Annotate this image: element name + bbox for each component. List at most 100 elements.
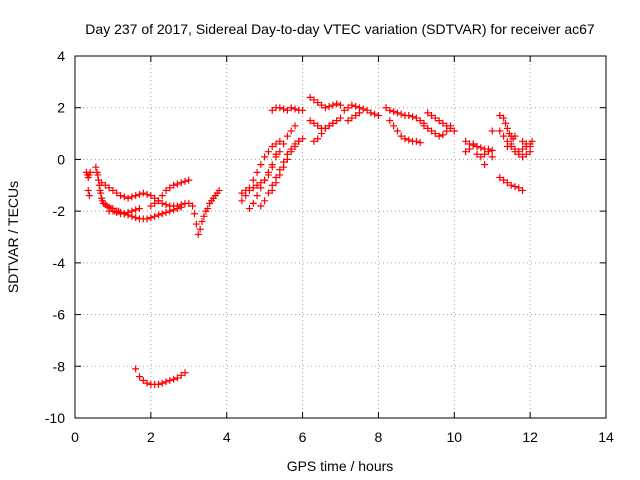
data-point — [295, 137, 303, 145]
x-axis-label: GPS time / hours — [287, 458, 394, 474]
data-point — [390, 108, 398, 116]
y-tick-label: -2 — [53, 203, 66, 219]
data-point — [120, 210, 128, 218]
data-point — [162, 208, 170, 216]
data-point — [272, 140, 280, 148]
data-point — [503, 143, 511, 150]
data-point — [238, 197, 246, 205]
data-point — [333, 117, 341, 125]
data-point — [401, 135, 409, 143]
y-tick-label: 0 — [57, 151, 65, 167]
data-point — [253, 192, 261, 200]
data-point — [249, 184, 257, 192]
data-point — [314, 122, 322, 130]
data-point — [264, 148, 272, 156]
data-point — [86, 168, 94, 176]
data-point — [306, 117, 314, 125]
data-point — [124, 194, 132, 202]
data-point — [469, 140, 477, 148]
data-point — [329, 101, 337, 109]
data-point — [162, 186, 170, 194]
data-point — [519, 145, 527, 153]
grid — [75, 56, 606, 418]
data-point — [325, 102, 333, 110]
data-point — [276, 137, 284, 145]
data-point — [120, 193, 128, 201]
data-point — [522, 150, 530, 158]
data-point — [397, 132, 405, 140]
data-point — [333, 100, 341, 108]
data-point — [147, 214, 155, 222]
data-point — [409, 113, 417, 121]
data-point — [310, 137, 318, 145]
data-point — [283, 106, 291, 114]
data-point — [299, 135, 307, 143]
data-point — [412, 137, 420, 145]
data-point — [97, 189, 105, 197]
data-point — [147, 202, 155, 210]
data-point — [488, 127, 496, 135]
data-point — [154, 211, 162, 219]
data-point — [192, 220, 200, 228]
data-point — [386, 106, 394, 114]
data-point — [158, 192, 166, 200]
data-point — [185, 176, 193, 184]
x-tick-label: 8 — [375, 429, 383, 445]
data-point — [181, 177, 189, 185]
data-point — [143, 190, 151, 198]
data-point — [204, 205, 212, 213]
data-point — [443, 127, 451, 135]
data-point — [245, 205, 253, 213]
data-point — [515, 148, 523, 156]
series-evening-scatter — [462, 111, 536, 194]
data-point — [519, 186, 527, 194]
data-point — [503, 124, 511, 132]
data-point — [215, 186, 223, 194]
data-point — [200, 212, 208, 220]
data-point — [519, 137, 527, 145]
data-point — [496, 127, 504, 135]
y-tick-label: -10 — [45, 410, 65, 426]
data-point — [488, 153, 496, 161]
data-point — [170, 181, 178, 189]
data-point — [158, 379, 166, 387]
data-point — [484, 148, 492, 156]
data-point — [170, 375, 178, 383]
data-point — [446, 122, 454, 130]
data-point — [450, 127, 458, 135]
data-point — [435, 117, 443, 125]
data-point — [511, 183, 519, 191]
data-point — [249, 176, 257, 184]
data-point — [132, 214, 140, 222]
data-point — [337, 101, 344, 109]
data-point — [139, 189, 147, 197]
data-point — [348, 114, 356, 122]
series-morning-rise — [238, 122, 307, 213]
data-point — [196, 225, 204, 233]
data-point — [355, 109, 363, 117]
data-point — [416, 117, 424, 125]
data-point — [314, 135, 322, 143]
data-point — [147, 192, 155, 200]
data-point — [416, 139, 424, 147]
data-point — [352, 111, 360, 119]
data-point — [105, 184, 113, 192]
x-tick-label: 4 — [223, 429, 231, 445]
data-point — [348, 101, 356, 109]
data-point — [382, 104, 390, 112]
data-point — [261, 176, 269, 184]
data-point — [431, 130, 439, 138]
data-point — [128, 207, 136, 215]
data-point — [477, 153, 485, 161]
data-point — [177, 201, 185, 209]
y-tick-label: 2 — [57, 100, 65, 116]
axis-ticks: 0 2 4 6 8 10 12 14 -10 -8 -6 -4 -2 0 2 4 — [45, 48, 614, 445]
data-point — [363, 106, 371, 114]
plot-frame — [74, 55, 607, 419]
data-point — [291, 143, 299, 150]
data-point — [264, 189, 272, 197]
y-tick-label: -4 — [53, 255, 66, 271]
data-point — [473, 143, 481, 150]
data-point — [268, 106, 276, 114]
data-point — [132, 206, 140, 214]
